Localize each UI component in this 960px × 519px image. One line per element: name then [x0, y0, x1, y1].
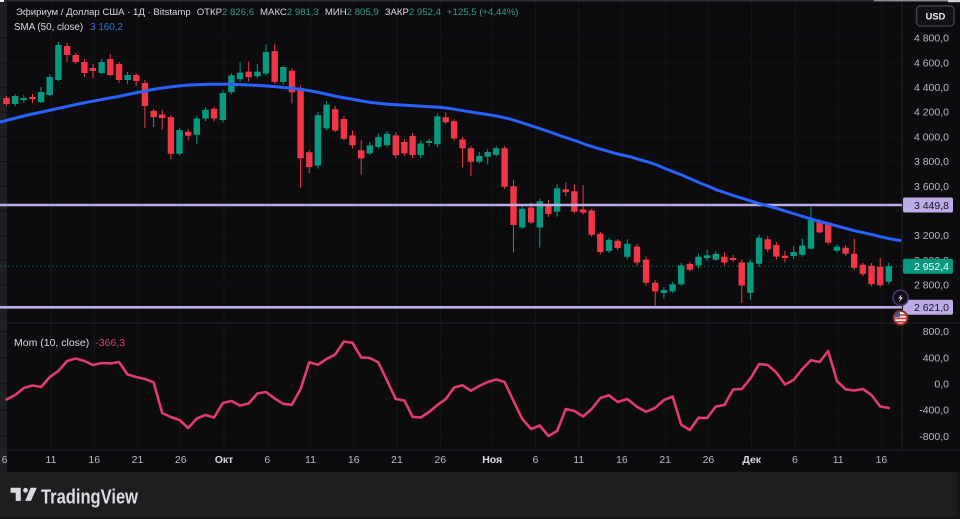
svg-text:4 200,0: 4 200,0: [914, 107, 949, 119]
svg-text:6: 6: [2, 454, 8, 466]
svg-text:26: 26: [703, 454, 715, 466]
svg-text:3 449,8: 3 449,8: [914, 200, 949, 212]
svg-text:4 800,0: 4 800,0: [914, 33, 949, 45]
svg-text:16: 16: [876, 454, 888, 466]
svg-text:26: 26: [175, 454, 187, 466]
svg-text:4 600,0: 4 600,0: [914, 57, 949, 69]
svg-text:2 800,0: 2 800,0: [914, 280, 949, 292]
svg-text:-800,0: -800,0: [919, 431, 949, 443]
svg-text:2 621,0: 2 621,0: [914, 302, 949, 314]
svg-text:Ноя: Ноя: [482, 454, 502, 466]
svg-text:800,0: 800,0: [923, 326, 949, 338]
svg-text:4 400,0: 4 400,0: [914, 82, 949, 94]
svg-text:6: 6: [533, 454, 539, 466]
svg-text:3 800,0: 3 800,0: [914, 156, 949, 168]
svg-text:4 000,0: 4 000,0: [914, 131, 949, 143]
svg-text:21: 21: [659, 454, 671, 466]
svg-text:SMA (50, close)3 160,2: SMA (50, close) 3 160,2: [14, 22, 123, 33]
svg-text:-400,0: -400,0: [919, 405, 949, 417]
svg-text:6: 6: [792, 454, 798, 466]
svg-text:11: 11: [46, 454, 57, 466]
svg-text:USD: USD: [926, 11, 946, 21]
svg-text:16: 16: [348, 454, 360, 466]
svg-text:16: 16: [616, 454, 628, 466]
svg-text:Дек: Дек: [742, 454, 761, 466]
svg-text:16: 16: [88, 454, 100, 466]
svg-text:3 600,0: 3 600,0: [914, 181, 949, 193]
svg-text:Mom (10, close)-366,3: Mom (10, close) -366,3: [14, 337, 125, 349]
svg-text:Окт: Окт: [215, 454, 234, 466]
svg-text:2 952,4: 2 952,4: [914, 261, 949, 273]
svg-text:11: 11: [833, 454, 844, 466]
svg-text:26: 26: [434, 454, 446, 466]
svg-text:400,0: 400,0: [923, 352, 949, 364]
svg-text:21: 21: [391, 454, 403, 466]
svg-text:Эфириум / Доллар США · 1Д · Bi: Эфириум / Доллар США · 1Д · Bitstamp ОТКР…: [16, 7, 518, 18]
svg-text:6: 6: [264, 454, 270, 466]
svg-text:0,0: 0,0: [934, 379, 949, 391]
svg-text:21: 21: [132, 454, 144, 466]
svg-text:TradingView: TradingView: [41, 487, 138, 509]
svg-text:11: 11: [573, 454, 584, 466]
svg-text:11: 11: [305, 454, 316, 466]
svg-text:3 200,0: 3 200,0: [914, 230, 949, 242]
